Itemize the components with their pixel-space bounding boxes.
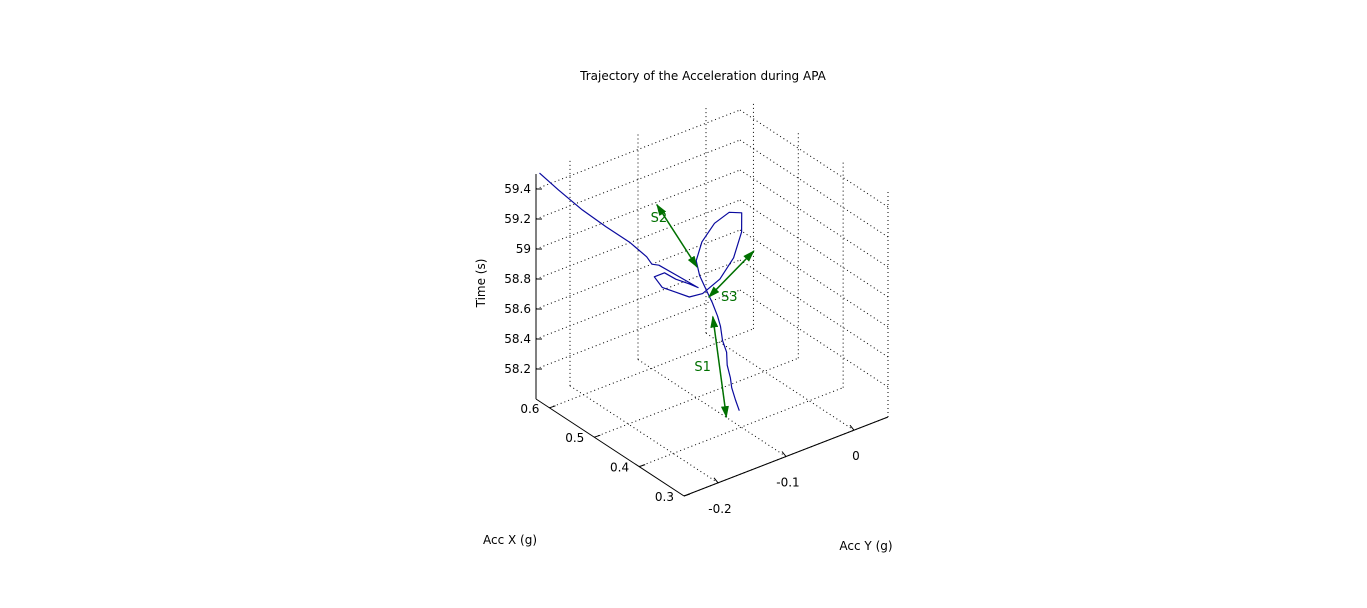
annotation-label-s2: S2	[651, 211, 668, 226]
y-tick-label: -0.1	[776, 476, 799, 490]
segment-annotations: S1 S2 S3	[651, 203, 755, 419]
back-wall-grid-line	[535, 199, 741, 280]
x-tick-label: 0.5	[565, 431, 584, 445]
side-wall-grid-line	[739, 169, 889, 268]
z-tick-label: 59	[516, 242, 531, 256]
x-tick-mark	[549, 405, 556, 409]
tick-labels: 0.3 0.4 0.5 0.6 -0.2 -0.1 0 58.2 58.4 58.6 58.8 59 5…	[504, 182, 860, 516]
annotation-arrow-s2	[656, 203, 698, 268]
z-tick-label: 58.8	[504, 272, 531, 286]
back-wall-grid-line	[535, 139, 741, 220]
back-wall-grid-line	[535, 289, 741, 370]
back-wall-grid-line	[535, 169, 741, 250]
chart-title: Trajectory of the Acceleration during AP…	[579, 69, 827, 83]
y-tick-label: 0	[852, 449, 860, 463]
side-wall-grid-line	[739, 229, 889, 328]
annotation-label-s3: S3	[721, 290, 738, 305]
floor-grid-line	[637, 359, 787, 457]
side-wall-grid-line	[739, 289, 889, 388]
axis-lines	[535, 174, 889, 497]
annotation-label-s1: S1	[694, 360, 711, 375]
grid-lines	[535, 103, 889, 497]
x-axis-label: Acc X (g)	[483, 533, 537, 547]
y-tick-mark	[713, 477, 719, 484]
back-wall-grid-line	[535, 259, 741, 340]
z-tick-label: 58.4	[504, 332, 531, 346]
z-tick-label: 58.6	[504, 302, 531, 316]
z-axis-label: Time (s)	[474, 259, 488, 309]
x-tick-label: 0.3	[655, 490, 674, 504]
side-wall-grid-line	[739, 139, 889, 238]
y-axis-label: Acc Y (g)	[839, 539, 892, 553]
back-wall-grid-line	[535, 109, 741, 190]
x-tick-label: 0.4	[610, 461, 629, 475]
z-tick-label: 59.4	[504, 182, 531, 196]
z-tick-label: 58.2	[504, 362, 531, 376]
x-tick-mark	[683, 493, 691, 497]
annotation-arrow-s3	[708, 250, 755, 298]
x-tick-mark	[638, 464, 646, 468]
x-axis-line	[535, 398, 685, 497]
y-tick-mark	[849, 424, 855, 431]
x-tick-mark	[594, 434, 601, 438]
y-tick-mark	[781, 451, 787, 457]
back-wall-grid-line	[535, 229, 741, 310]
y-tick-label: -0.2	[708, 502, 731, 516]
floor-grid-line	[638, 387, 844, 468]
floor-grid-line	[594, 357, 799, 438]
floor-grid-line	[705, 332, 855, 431]
floor-grid-line	[569, 385, 719, 484]
side-wall-grid-line	[739, 109, 889, 208]
side-wall-grid-line	[739, 199, 889, 298]
z-tick-label: 59.2	[504, 212, 531, 226]
annotation-arrow-s1	[710, 315, 729, 419]
x-tick-label: 0.6	[520, 402, 539, 416]
side-wall-grid-line	[739, 259, 889, 358]
